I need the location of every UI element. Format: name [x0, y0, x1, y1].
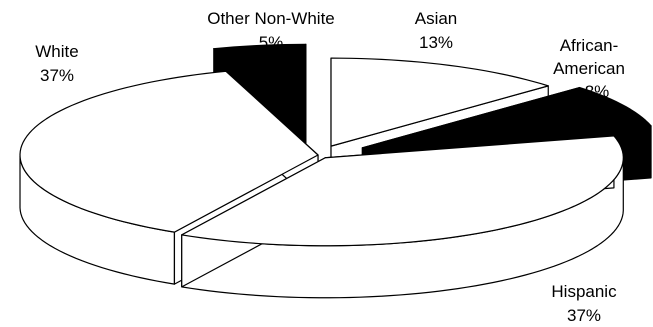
label-asian: Asian	[415, 9, 458, 28]
pct-hispanic: 37%	[567, 306, 601, 325]
pie-slices	[19, 43, 652, 299]
pct-asian: 13%	[419, 33, 453, 52]
label-african-american-line2: American	[553, 59, 625, 78]
pct-white: 37%	[40, 66, 74, 85]
slice-top-face	[213, 43, 307, 133]
slice-top-face	[181, 135, 624, 247]
pie-labels: Asian 13% African- American 8% Hispanic …	[35, 9, 625, 325]
slice-top-face	[361, 86, 652, 149]
slice-hispanic	[181, 135, 624, 299]
slice-top-face	[19, 70, 319, 233]
label-african-american-line1: African-	[560, 36, 619, 55]
label-white: White	[35, 42, 78, 61]
label-other-non-white: Other Non-White	[207, 9, 335, 28]
label-hispanic: Hispanic	[551, 282, 617, 301]
pct-other-non-white: 5%	[259, 33, 284, 52]
slice-top-face	[330, 57, 549, 147]
pct-african-american: 8%	[585, 82, 610, 101]
